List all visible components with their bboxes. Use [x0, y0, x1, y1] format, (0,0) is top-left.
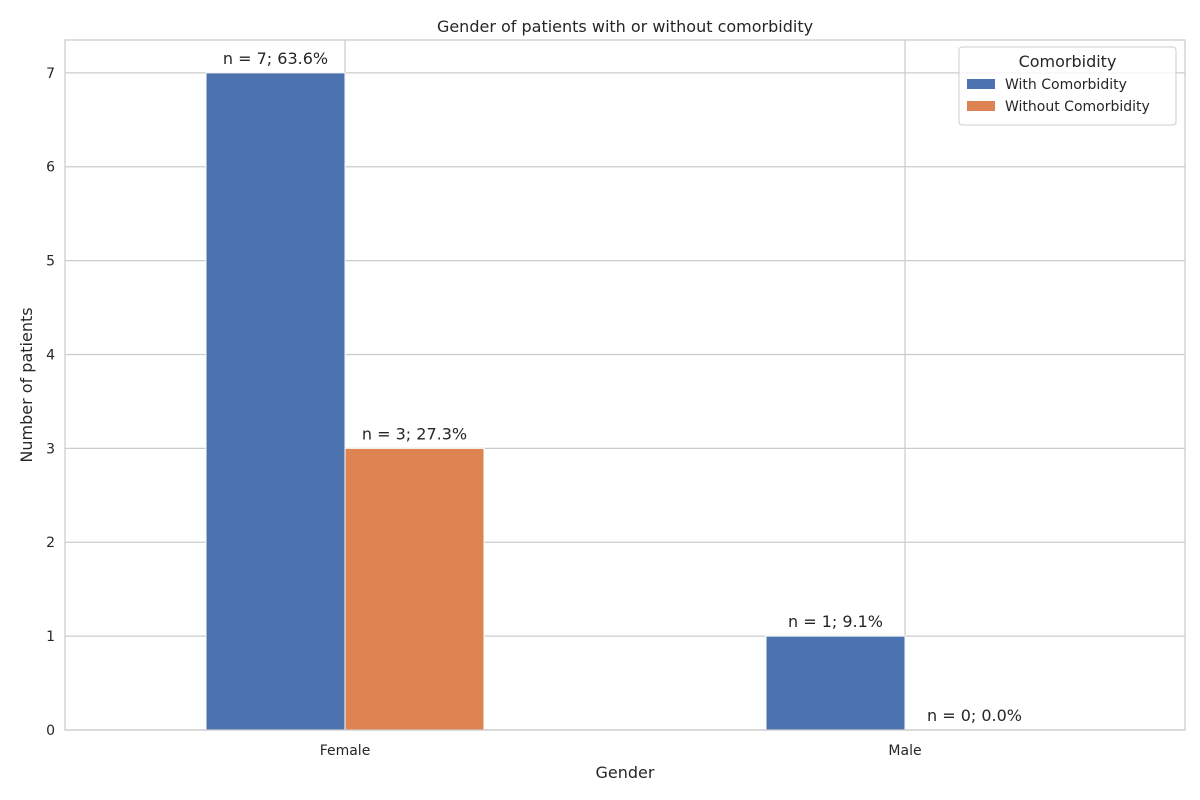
legend-item-label: Without Comorbidity: [1005, 99, 1150, 115]
y-tick-label: 4: [46, 347, 55, 363]
bar: [765, 635, 906, 731]
y-tick-label: 6: [46, 160, 55, 176]
bar: [344, 447, 485, 731]
y-tick-label: 0: [46, 723, 55, 739]
x-tick-label: Male: [888, 743, 921, 759]
y-tick-label: 2: [46, 535, 55, 551]
bar-data-label: n = 3; 27.3%: [362, 424, 467, 443]
legend-title: Comorbidity: [1019, 52, 1117, 71]
legend-box: [958, 46, 1177, 126]
plot-area-frame: [64, 39, 1186, 731]
legend-swatch: [967, 101, 995, 111]
y-tick-label: 1: [46, 629, 55, 645]
legend-swatch: [967, 79, 995, 89]
data-labels: n = 7; 63.6% n = 1; 9.1% n = 3; 27.3% n = 0…: [223, 49, 1022, 725]
legend: Comorbidity With Comorbidity Without Como…: [958, 46, 1177, 126]
y-tick-label: 7: [46, 66, 55, 82]
axis-ticks: 0 1 2 3 4 5 6 7 Female Male: [46, 66, 922, 759]
bar: [205, 72, 346, 731]
bar-data-label: n = 7; 63.6%: [223, 49, 328, 68]
y-tick-label: 3: [46, 441, 55, 457]
bars: [205, 72, 906, 731]
legend-item-label: With Comorbidity: [1005, 77, 1127, 93]
x-axis-label: Gender: [596, 763, 655, 782]
chart-title: Gender of patients with or without comor…: [437, 17, 813, 36]
bar-data-label: n = 0; 0.0%: [927, 706, 1022, 725]
bar-data-label: n = 1; 9.1%: [788, 612, 883, 631]
y-axis-label: Number of patients: [17, 307, 36, 462]
y-tick-label: 5: [46, 254, 55, 270]
x-tick-label: Female: [320, 743, 371, 759]
